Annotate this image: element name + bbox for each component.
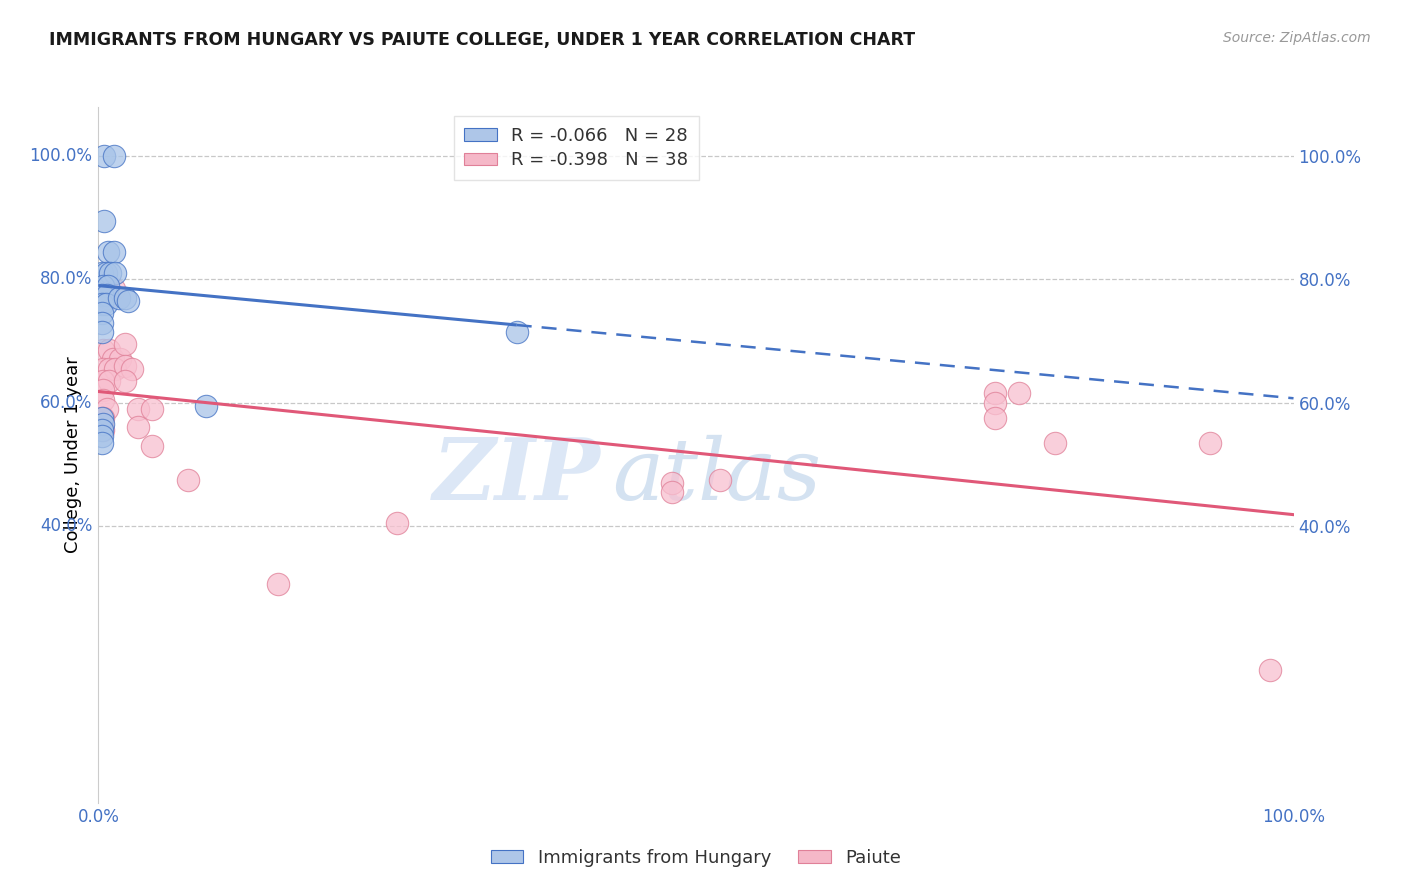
Point <box>104 266 127 280</box>
Point <box>114 359 136 373</box>
Text: 40.0%: 40.0% <box>39 516 93 534</box>
Point <box>91 266 114 280</box>
Point <box>141 439 163 453</box>
Text: atlas: atlas <box>613 434 821 517</box>
Point <box>103 282 125 296</box>
Point <box>91 361 114 376</box>
Point <box>984 395 1007 409</box>
Point <box>91 374 114 388</box>
Point <box>98 374 121 388</box>
Point <box>103 149 125 163</box>
Point <box>94 297 117 311</box>
Point <box>91 278 114 293</box>
Point <box>104 361 127 376</box>
Point <box>117 293 139 308</box>
Point <box>1198 435 1220 450</box>
Point <box>97 244 120 259</box>
Point <box>91 297 114 311</box>
Point <box>114 374 136 388</box>
Point <box>103 244 125 259</box>
Point <box>984 386 1007 401</box>
Point <box>267 577 290 591</box>
Point <box>91 423 114 437</box>
Point <box>108 352 131 367</box>
Point <box>98 343 121 358</box>
Point <box>91 429 114 443</box>
Point <box>91 384 114 398</box>
Point <box>98 361 121 376</box>
Point <box>101 352 124 367</box>
Point <box>91 435 114 450</box>
Y-axis label: College, Under 1 year: College, Under 1 year <box>65 357 83 553</box>
Point <box>91 423 114 437</box>
Point <box>661 475 683 490</box>
Point <box>93 149 115 163</box>
Point <box>91 343 114 358</box>
Point <box>91 288 114 302</box>
Point <box>91 411 114 425</box>
Point <box>97 278 120 293</box>
Point <box>91 306 114 320</box>
Text: Source: ZipAtlas.com: Source: ZipAtlas.com <box>1223 31 1371 45</box>
Point <box>506 325 529 339</box>
Point <box>127 420 149 434</box>
Text: 100.0%: 100.0% <box>30 147 93 165</box>
Point <box>114 337 136 351</box>
Point <box>385 516 409 530</box>
Text: ZIP: ZIP <box>433 434 600 517</box>
Legend: Immigrants from Hungary, Paiute: Immigrants from Hungary, Paiute <box>484 841 908 874</box>
Point <box>93 214 115 228</box>
Point <box>114 291 136 305</box>
Text: 60.0%: 60.0% <box>39 393 93 411</box>
Point <box>96 282 118 296</box>
Point <box>91 316 114 330</box>
Point <box>91 325 114 339</box>
Point <box>141 401 163 416</box>
Point <box>127 401 149 416</box>
Point <box>91 417 114 431</box>
Point <box>98 266 122 280</box>
Point <box>121 361 143 376</box>
Point <box>96 401 118 416</box>
Point <box>984 411 1007 425</box>
Point <box>91 392 114 407</box>
Point <box>1258 664 1281 678</box>
Text: 80.0%: 80.0% <box>39 270 93 288</box>
Point <box>194 399 218 413</box>
Point <box>96 288 118 302</box>
Point <box>1007 386 1029 401</box>
Point <box>661 484 683 499</box>
Point <box>709 473 731 487</box>
Point <box>107 291 129 305</box>
Text: IMMIGRANTS FROM HUNGARY VS PAIUTE COLLEGE, UNDER 1 YEAR CORRELATION CHART: IMMIGRANTS FROM HUNGARY VS PAIUTE COLLEG… <box>49 31 915 49</box>
Point <box>91 411 114 425</box>
Point <box>96 291 118 305</box>
Point <box>1043 435 1066 450</box>
Point <box>94 266 117 280</box>
Point <box>177 473 200 487</box>
